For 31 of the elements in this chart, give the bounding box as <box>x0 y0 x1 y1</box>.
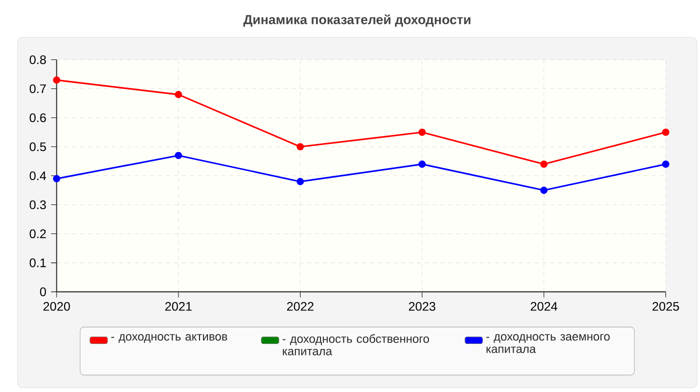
point <box>174 152 182 160</box>
y-tick-label: 0.2 <box>30 230 46 238</box>
y-tick-label: 0.5 <box>30 142 46 152</box>
point <box>662 128 670 136</box>
point <box>296 178 304 186</box>
x-tick-label: 2023 <box>408 302 436 311</box>
point <box>418 128 426 136</box>
y-tick-label: 0.4 <box>30 172 46 180</box>
x-tick-label: 2024 <box>530 302 558 311</box>
point <box>418 160 426 168</box>
y-tick-label: 0.3 <box>30 200 46 210</box>
chart-title: Динамика показателей доходности <box>243 14 470 27</box>
x-tick-label: 2025 <box>652 302 680 311</box>
y-tick-label: 0.6 <box>30 114 46 122</box>
y-tick-label: 0.8 <box>30 55 46 64</box>
point <box>662 160 670 168</box>
x-tick-label: 2022 <box>287 302 314 311</box>
point <box>540 186 548 194</box>
y-tick-label: 0.1 <box>30 258 46 268</box>
point <box>52 175 60 182</box>
x-tick-label: 2021 <box>165 302 192 311</box>
point <box>296 143 304 151</box>
point <box>540 160 548 168</box>
legend-label: - доходность активов <box>111 334 228 343</box>
legend-label: - доходность заемного капитала <box>486 334 610 354</box>
y-tick-label: 0.7 <box>30 84 46 94</box>
x-tick-label: 2020 <box>43 302 70 311</box>
point <box>52 76 60 84</box>
legend-label: - доходность собственного капитала <box>282 334 430 356</box>
y-tick-label: 0 <box>40 288 46 296</box>
point <box>174 91 182 98</box>
